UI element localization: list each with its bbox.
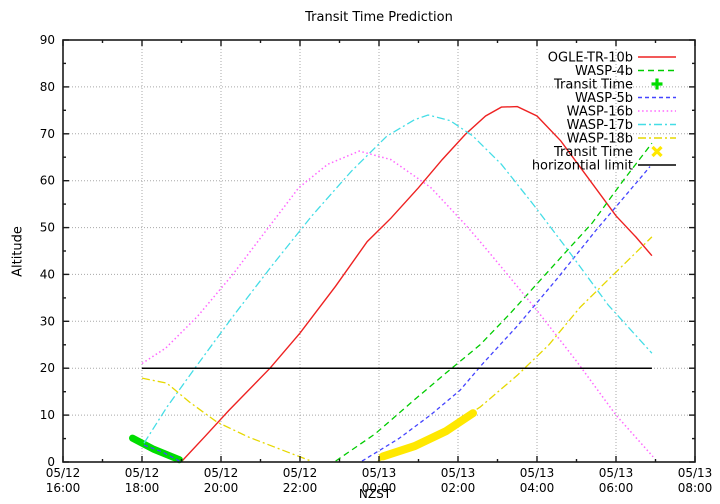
x-tick-time: 20:00 bbox=[204, 481, 239, 495]
x-tick-time: 00:00 bbox=[362, 481, 397, 495]
legend-label-2: Transit Time bbox=[553, 78, 633, 93]
x-tick-date: 05/13 bbox=[362, 466, 397, 480]
y-tick-label: 40 bbox=[40, 267, 55, 281]
legend-label-7: Transit Time bbox=[553, 145, 633, 160]
series-transit-time-wasp-4b bbox=[129, 434, 183, 464]
x-axis-label: NZST bbox=[358, 487, 392, 501]
x-tick-time: 06:00 bbox=[599, 481, 634, 495]
series-ogle-tr-10b bbox=[180, 105, 653, 463]
series-wasp-18b bbox=[377, 236, 653, 462]
legend-label-1: WASP-4b bbox=[575, 64, 633, 79]
x-tick-date: 05/13 bbox=[441, 466, 476, 480]
legend-label-0: OGLE-TR-10b bbox=[548, 51, 633, 66]
series-wasp-16b bbox=[141, 150, 654, 458]
series-wasp-17b bbox=[143, 114, 653, 444]
legend-label-4: WASP-16b bbox=[567, 105, 633, 120]
legend-x-marker-icon bbox=[651, 145, 663, 158]
legend-label-5: WASP-17b bbox=[567, 118, 633, 133]
y-tick-label: 90 bbox=[40, 33, 55, 47]
legend-plus-marker-icon bbox=[651, 78, 663, 90]
x-tick-date: 05/12 bbox=[125, 466, 160, 480]
y-tick-label: 50 bbox=[40, 221, 55, 235]
x-tick-time: 22:00 bbox=[283, 481, 318, 495]
series-wasp-4b bbox=[335, 142, 653, 462]
x-tick-time: 18:00 bbox=[125, 481, 160, 495]
y-tick-label: 70 bbox=[40, 127, 55, 141]
x-tick-date: 05/12 bbox=[46, 466, 81, 480]
legend-label-3: WASP-5b bbox=[575, 91, 633, 106]
legend-label-6: WASP-18b bbox=[567, 132, 633, 147]
y-axis-label: Altitude bbox=[10, 226, 26, 277]
series-wasp-5b bbox=[361, 166, 651, 462]
x-tick-date: 05/13 bbox=[599, 466, 634, 480]
x-tick-date: 05/13 bbox=[520, 466, 555, 480]
y-tick-label: 60 bbox=[40, 174, 55, 188]
x-tick-time: 08:00 bbox=[678, 481, 713, 495]
y-tick-label: 80 bbox=[40, 80, 55, 94]
y-tick-label: 0 bbox=[47, 455, 55, 469]
x-tick-time: 04:00 bbox=[520, 481, 555, 495]
x-tick-date: 05/12 bbox=[204, 466, 239, 480]
x-tick-time: 02:00 bbox=[441, 481, 476, 495]
y-tick-label: 20 bbox=[40, 361, 55, 375]
y-tick-label: 30 bbox=[40, 314, 55, 328]
chart-title: Transit Time Prediction bbox=[305, 10, 453, 25]
y-tick-label: 10 bbox=[40, 408, 55, 422]
x-tick-date: 05/12 bbox=[283, 466, 318, 480]
x-tick-date: 05/13 bbox=[678, 466, 713, 480]
x-tick-time: 16:00 bbox=[46, 481, 81, 495]
series-wasp-18b bbox=[141, 377, 311, 462]
legend-label-8: horizontial limit bbox=[532, 159, 633, 174]
series-transit-time-wasp-18b bbox=[378, 409, 477, 461]
